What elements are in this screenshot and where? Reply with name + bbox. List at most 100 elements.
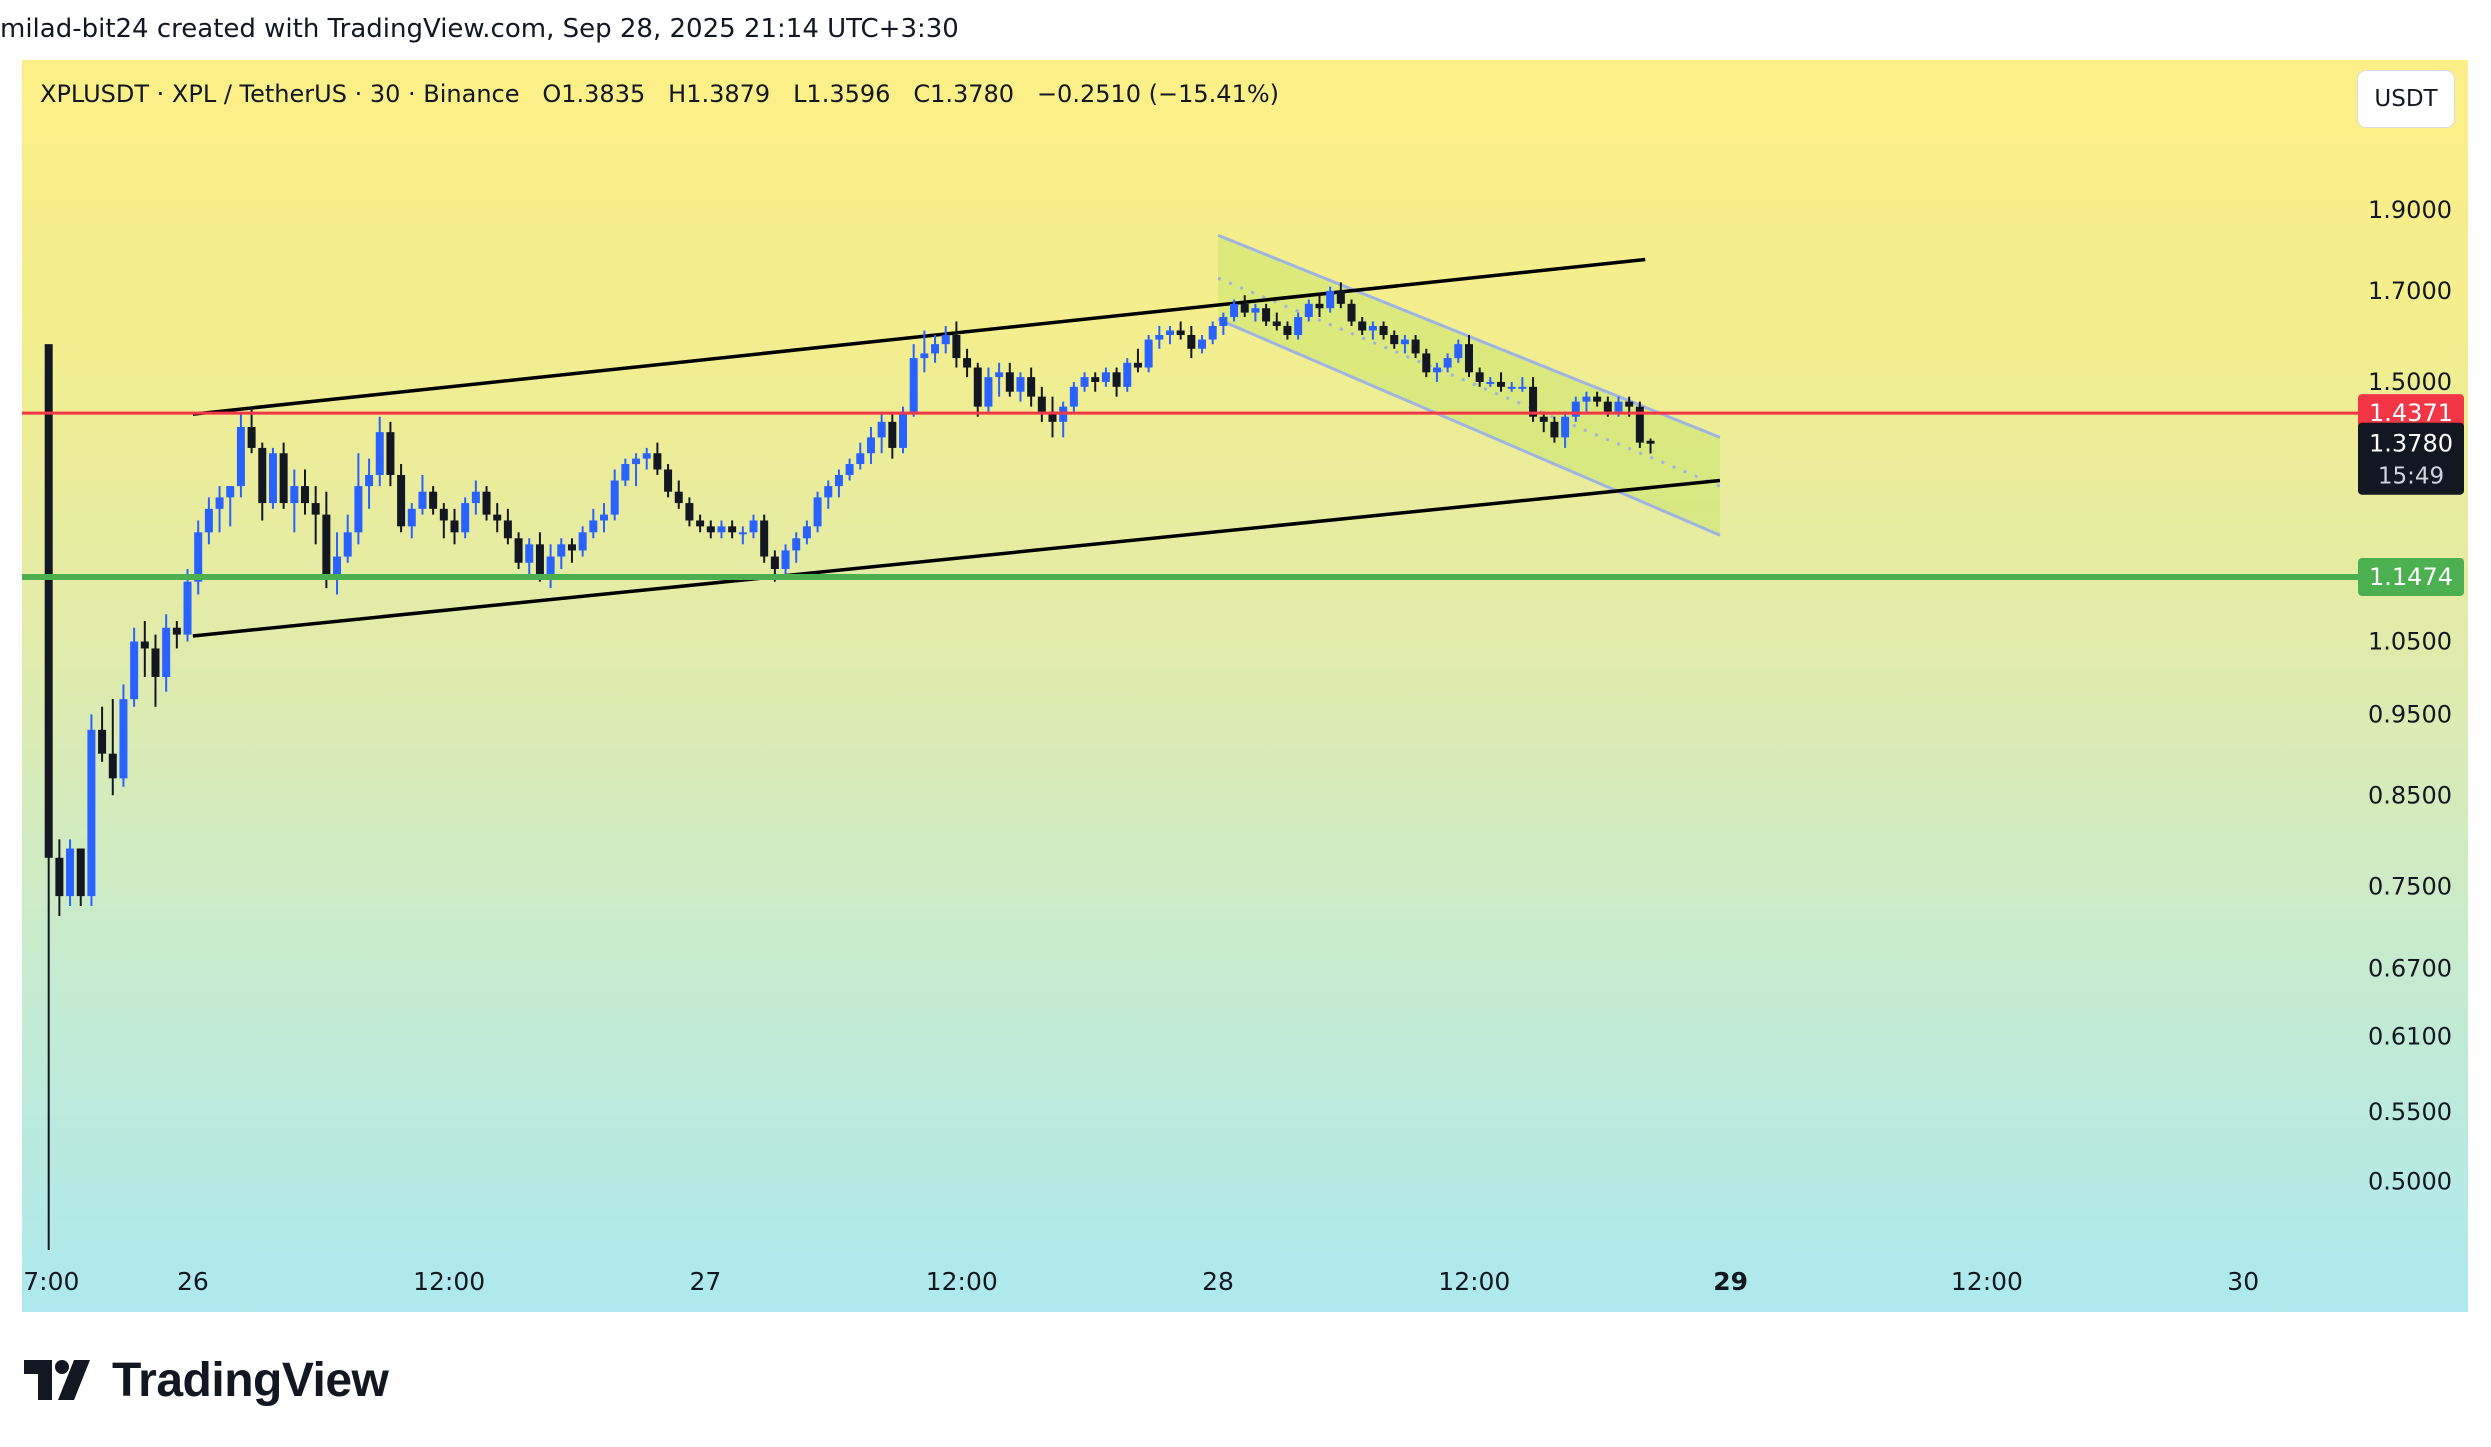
candle-body [482, 491, 491, 515]
price-tick-label: 1.5000 [2368, 368, 2452, 396]
candle [1593, 391, 1602, 407]
candle-body [1379, 325, 1388, 335]
brand-name: TradingView [112, 1353, 389, 1407]
candle [1048, 396, 1057, 438]
chart-area[interactable]: 1.90001.70001.50001.30001.05000.95000.85… [22, 60, 2468, 1312]
candle-body [1208, 325, 1217, 340]
candle-body [268, 453, 277, 504]
candle [1646, 438, 1655, 454]
candle [98, 706, 107, 762]
candle [1443, 353, 1452, 373]
candle-body [1390, 334, 1399, 345]
candle-body [514, 538, 523, 563]
candle [514, 532, 523, 570]
candle-body [183, 581, 192, 635]
candle-body [1080, 377, 1089, 387]
tradingview-brand[interactable]: TradingView [24, 1350, 389, 1410]
candle [1208, 321, 1217, 345]
candle [973, 362, 982, 417]
candle-body [600, 514, 608, 521]
channel-upper [192, 257, 1646, 416]
candle-body [1582, 396, 1591, 402]
candle [1016, 372, 1025, 402]
candle [162, 614, 171, 692]
candle-body [151, 648, 160, 677]
candle-body [877, 421, 886, 438]
candle [706, 520, 715, 539]
candle [1101, 367, 1110, 387]
time-tick-label: 12:00 [1438, 1267, 1510, 1296]
time-tick-label: 12:00 [1951, 1267, 2023, 1296]
support-price-badge [2358, 557, 2464, 596]
candle [589, 508, 598, 539]
candle-body [1422, 353, 1431, 373]
ohlc-open: O1.3835 [542, 80, 646, 108]
candle [834, 469, 843, 498]
time-tick-label: 29 [1713, 1267, 1748, 1296]
candle [1635, 401, 1644, 448]
candle [1326, 286, 1335, 313]
candle-body [1625, 401, 1634, 407]
price-tick-label: 0.6100 [2368, 1023, 2452, 1051]
candle [1240, 295, 1249, 318]
candle-body [1507, 386, 1516, 389]
candle [856, 442, 865, 470]
candle-body [215, 497, 224, 509]
candle [1133, 348, 1142, 373]
candle-body [1272, 321, 1281, 326]
channel-lower-edge [1217, 317, 1721, 537]
candle [749, 514, 758, 539]
candle-body [632, 458, 641, 465]
candle-body [194, 532, 203, 582]
candle-body [1198, 339, 1207, 349]
candle-body [461, 503, 470, 533]
candle-body [1091, 377, 1100, 382]
candle [151, 634, 160, 707]
candle [1037, 386, 1046, 422]
candle [1123, 358, 1132, 392]
candle [1539, 411, 1548, 433]
candle-body [386, 432, 395, 475]
candle-body [1144, 339, 1153, 368]
candle [1230, 299, 1239, 322]
price-chart[interactable]: 1.90001.70001.50001.30001.05000.95000.85… [22, 60, 2468, 1312]
candle-body [375, 432, 384, 475]
candle-body [450, 520, 459, 533]
candle [578, 526, 587, 557]
candle-body [546, 556, 555, 576]
candle-body [824, 486, 833, 498]
candle-body [1358, 321, 1367, 331]
candle [215, 486, 224, 533]
candle [1069, 381, 1078, 412]
price-tick-label: 0.7500 [2368, 872, 2452, 900]
candle-body [1593, 396, 1602, 402]
candle-body [931, 344, 940, 354]
time-tick-label: 28 [1202, 1267, 1234, 1296]
candle-body [1251, 308, 1260, 313]
candle [66, 839, 75, 907]
candle-body [1411, 339, 1420, 354]
channel-fill [1218, 235, 1720, 536]
currency-unit-button[interactable]: USDT [2358, 71, 2454, 127]
symbol-info: XPLUSDT · XPL / TetherUS · 30 · Binance … [40, 80, 1279, 108]
candle [1283, 321, 1292, 340]
candle [1091, 372, 1100, 392]
candle [439, 503, 448, 539]
candle-body [1101, 372, 1110, 382]
price-tick-label: 0.6700 [2368, 954, 2452, 982]
price-tick-label: 1.9000 [2368, 196, 2452, 224]
symbol-name[interactable]: XPLUSDT · XPL / TetherUS · 30 · Binance [40, 80, 520, 108]
candle [1176, 321, 1185, 340]
candle [866, 426, 875, 465]
candle [76, 848, 85, 907]
ohlc-low: L1.3596 [793, 80, 891, 108]
channel-lower [192, 478, 1721, 638]
candle-body [172, 627, 181, 635]
candle [343, 514, 352, 563]
candle [728, 520, 737, 539]
candle [920, 330, 929, 373]
candle [1486, 377, 1495, 387]
candle-body [770, 556, 779, 570]
candle [1294, 312, 1303, 340]
ohlc-change: −0.2510 (−15.41%) [1036, 80, 1279, 108]
